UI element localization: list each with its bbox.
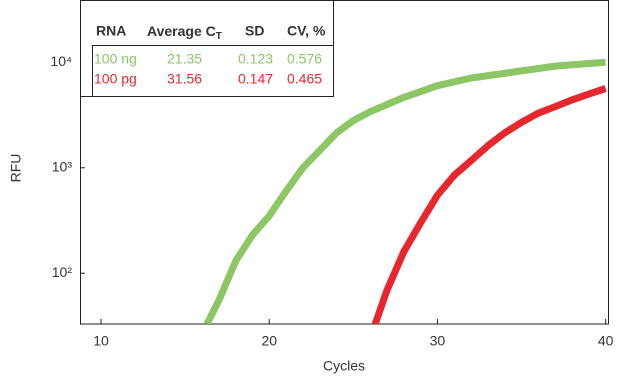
- x-tick-label: 20: [261, 333, 277, 349]
- y-tick-label: 10²: [52, 264, 73, 280]
- curves: [203, 58, 607, 324]
- x-tick-label: 10: [93, 333, 109, 349]
- curve: [203, 58, 606, 324]
- table-cell: 31.56: [167, 71, 202, 87]
- table-header: CV, %: [287, 23, 326, 39]
- x-axis-label: Cycles: [323, 358, 365, 374]
- table-cell: 0.465: [287, 71, 322, 87]
- table-header: Average CT: [147, 23, 222, 42]
- table-header-subscript: T: [216, 31, 222, 42]
- table-header: SD: [245, 23, 264, 39]
- y-axis-label: RFU: [8, 154, 24, 183]
- x-tick-label: 40: [598, 333, 614, 349]
- table-cell: 0.576: [287, 51, 322, 67]
- legend-box: [80, 0, 334, 97]
- legend-table: RNA Average CT SD CV, % 100 ng 21.35 0.123…: [80, 0, 334, 97]
- table-header-text: Average C: [147, 23, 216, 39]
- y-tick-label: 10³: [52, 158, 73, 174]
- curve: [371, 85, 607, 324]
- table-cell: 21.35: [167, 51, 202, 67]
- legend-entry: 100 ng: [94, 51, 137, 67]
- table-cell: 0.147: [238, 71, 273, 87]
- table-cell: 0.123: [238, 51, 273, 67]
- table-header: RNA: [96, 23, 126, 39]
- y-tick-label: 10⁴: [50, 53, 72, 69]
- x-tick-label: 30: [430, 333, 446, 349]
- plot-frame: [80, 0, 609, 325]
- legend-entry: 100 pg: [94, 71, 137, 87]
